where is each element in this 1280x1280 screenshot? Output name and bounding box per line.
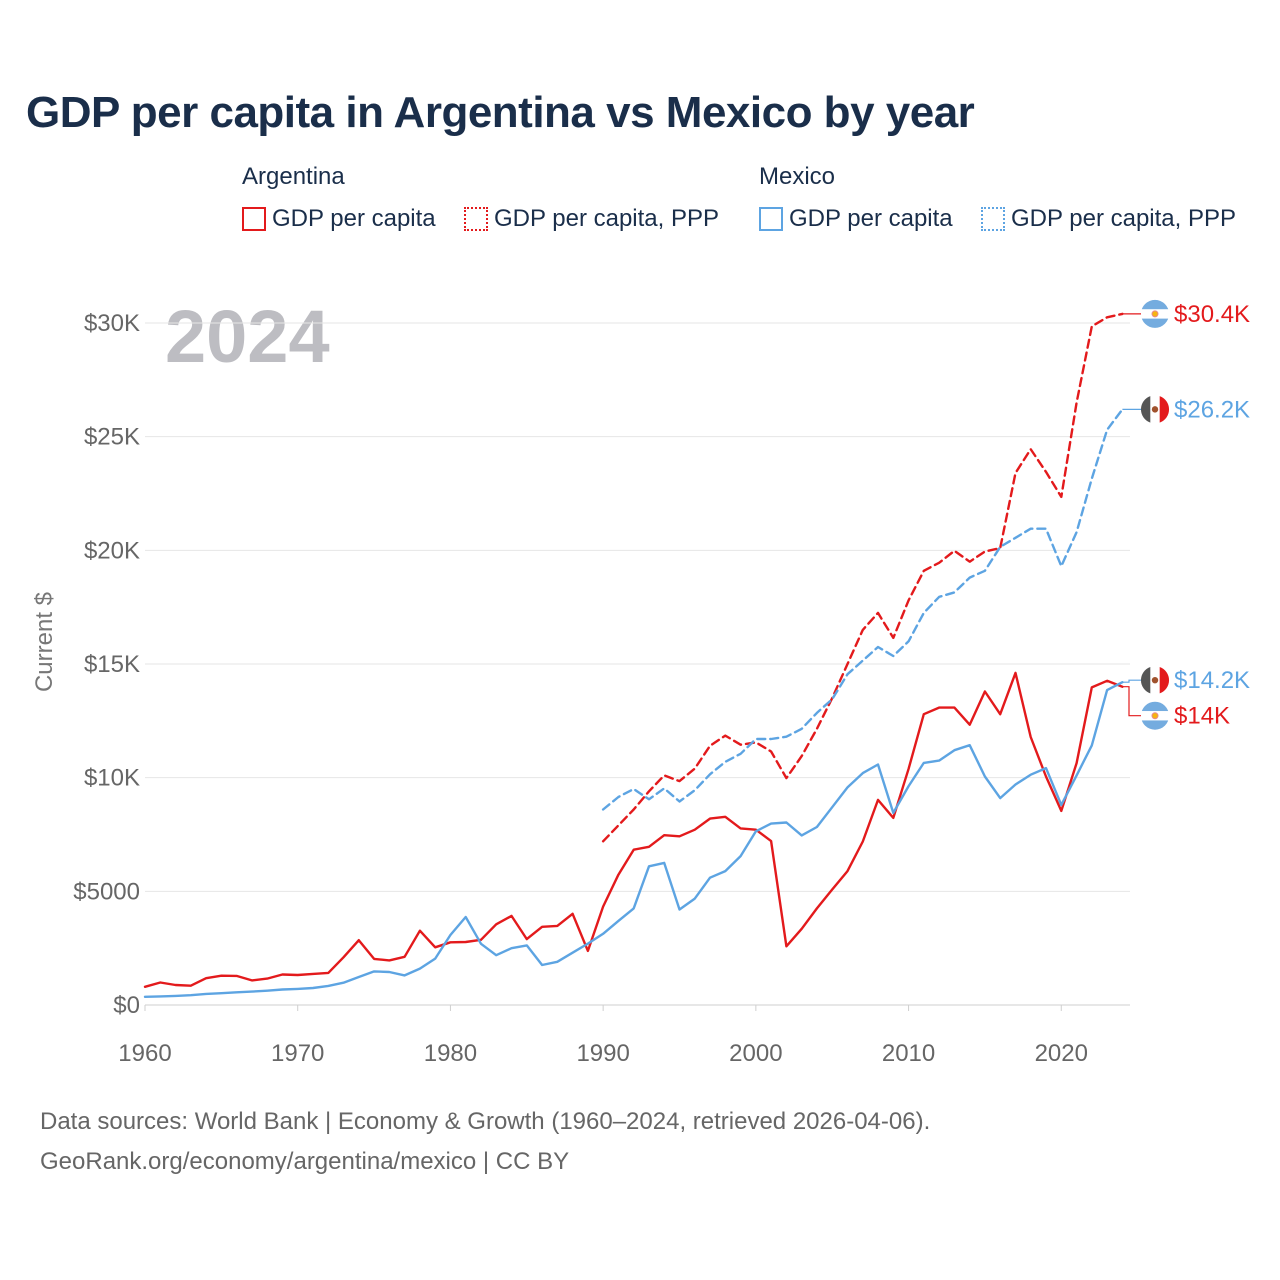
y-tick-label: $20K <box>84 537 140 564</box>
y-tick-label: $5000 <box>73 878 140 905</box>
x-tick-label: 2010 <box>882 1040 935 1067</box>
series-line-mexico-gdp-per-capita[interactable] <box>143 681 1124 998</box>
end-value-label: $14.2K <box>1174 667 1250 694</box>
end-value-label: $30.4K <box>1174 301 1250 328</box>
x-tick-label: 1980 <box>424 1040 477 1067</box>
mexico-flag-icon <box>1140 666 1170 695</box>
y-tick-label: $30K <box>84 310 140 337</box>
x-tick-label: 1970 <box>271 1040 324 1067</box>
year-watermark: 2024 <box>165 295 330 378</box>
y-tick-label: $15K <box>84 651 140 678</box>
legend-group-argentina: Argentina <box>242 163 345 190</box>
argentina-flag-icon <box>1141 701 1169 730</box>
x-tick-label: 2020 <box>1035 1040 1088 1067</box>
legend-item-mexico-gdp[interactable]: GDP per capita <box>759 204 953 234</box>
legend-item-argentina-gdp[interactable]: GDP per capita <box>242 204 436 234</box>
legend-label-mexico-gdp: GDP per capita <box>789 205 953 232</box>
y-tick-label: $25K <box>84 424 140 451</box>
x-tick-label: 1960 <box>118 1040 171 1067</box>
legend-label-argentina-ppp: GDP per capita, PPP <box>494 205 719 232</box>
legend-group-mexico: Mexico <box>759 163 836 190</box>
y-tick-label: $10K <box>84 765 140 792</box>
legend-label-mexico-ppp: GDP per capita, PPP <box>1011 205 1236 232</box>
legend-swatch-argentina-gdp <box>242 207 266 231</box>
chart-title: GDP per capita in Argentina vs Mexico by… <box>26 88 975 137</box>
footer-credit: GeoRank.org/economy/argentina/mexico | C… <box>40 1148 570 1175</box>
y-tick-label: $0 <box>113 992 140 1019</box>
x-tick-label: 1990 <box>576 1040 629 1067</box>
legend-swatch-argentina-ppp <box>464 207 488 231</box>
series-line-mexico-gdp-per-capita-ppp[interactable] <box>601 408 1124 811</box>
legend-swatch-mexico-gdp <box>759 207 783 231</box>
series-line-argentina-gdp-per-capita-ppp[interactable] <box>601 312 1124 843</box>
mexico-flag-icon <box>1140 395 1170 424</box>
end-value-label: $26.2K <box>1174 396 1250 423</box>
x-tick-label: 2000 <box>729 1040 782 1067</box>
y-axis-title: Current $ <box>31 592 58 692</box>
end-label-connector <box>1122 679 1141 683</box>
footer-sources: Data sources: World Bank | Economy & Gro… <box>40 1108 931 1135</box>
end-label-connector <box>1122 686 1141 717</box>
legend-item-argentina-ppp[interactable]: GDP per capita, PPP <box>464 204 719 234</box>
end-value-label: $14K <box>1174 703 1230 730</box>
series-line-argentina-gdp-per-capita[interactable] <box>143 671 1124 988</box>
legend-label-argentina-gdp: GDP per capita <box>272 205 436 232</box>
argentina-flag-icon <box>1141 299 1169 328</box>
legend-item-mexico-ppp[interactable]: GDP per capita, PPP <box>981 204 1236 234</box>
legend-swatch-mexico-ppp <box>981 207 1005 231</box>
